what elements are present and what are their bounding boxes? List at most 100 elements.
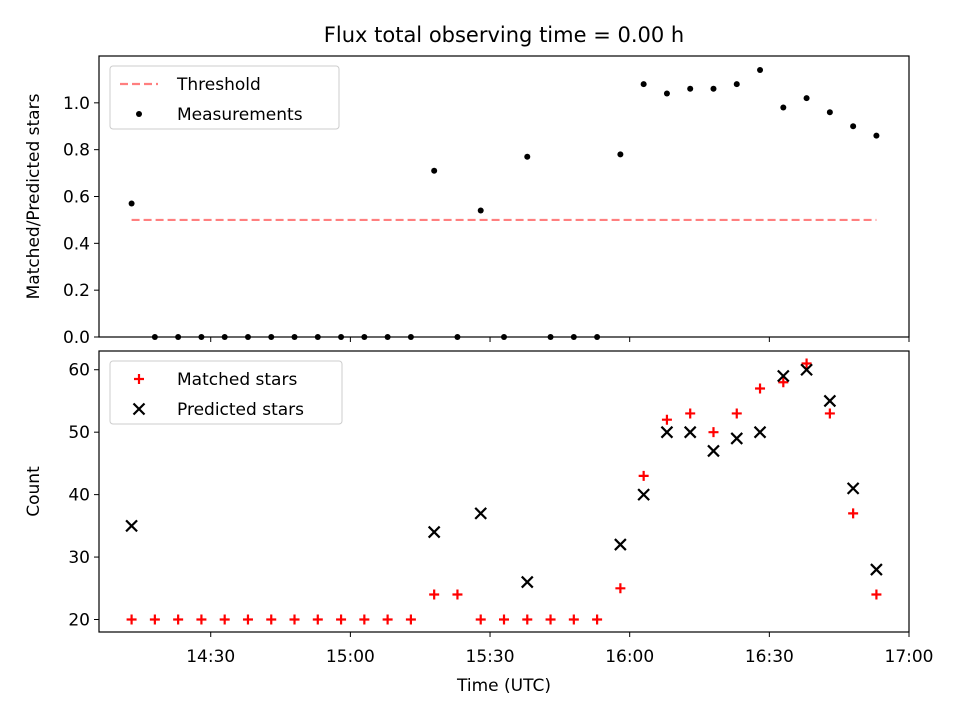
axes-frame <box>98 55 910 338</box>
predicted-star-point <box>730 432 744 445</box>
x-tick-label: 15:00 <box>326 647 375 667</box>
y-tick-label: 0.0 <box>63 328 90 348</box>
matched-star-point <box>429 589 440 600</box>
predicted-star-point <box>800 363 813 377</box>
chart-title: Flux total observing time = 0.00 h <box>324 23 684 47</box>
top-panel-ratio: 0.0 0.2 0.4 0.6 0.8 1.0 Matched/Predicted star… <box>24 55 910 348</box>
y-tick-label: 0.8 <box>63 141 90 161</box>
measurement-point <box>617 151 624 158</box>
predicted-star-point <box>870 563 883 576</box>
y-tick-label: 50 <box>68 423 90 443</box>
y-tick-label: 30 <box>68 548 90 568</box>
matched-star-point <box>615 583 626 594</box>
predicted-star-point <box>846 482 860 495</box>
matched-star-point <box>522 614 533 625</box>
matched-star-point <box>359 614 370 625</box>
measurement-point <box>477 207 484 214</box>
y-tick-label: 0.2 <box>63 281 90 301</box>
matched-star-point <box>242 614 253 625</box>
measurement-point <box>710 85 717 92</box>
measurement-point <box>640 81 647 88</box>
x-tick-label: 16:30 <box>745 647 794 667</box>
predicted-star-point <box>125 519 138 533</box>
matched-star-point <box>126 614 137 625</box>
x-tick-label: 15:30 <box>466 647 515 667</box>
predicted-star-point <box>427 525 441 539</box>
legend: Matched stars Predicted stars <box>109 360 343 425</box>
predicted-star-point <box>637 488 650 501</box>
matched-star-point <box>196 614 207 625</box>
y-tick-label: 20 <box>68 611 90 631</box>
predicted-star-point <box>683 425 697 439</box>
matched-star-point <box>219 614 230 625</box>
legend-predicted-handle <box>132 402 146 416</box>
measurement-point <box>757 67 764 74</box>
x-tick-label: 17:00 <box>885 647 934 667</box>
x-tick-label: 16:00 <box>605 647 654 667</box>
matched-star-point <box>708 427 719 438</box>
legend-label: Predicted stars <box>177 400 304 420</box>
predicted-star-point <box>520 575 534 589</box>
predicted-star-point <box>777 369 790 383</box>
y-tick-label: 1.0 <box>63 94 90 114</box>
bottom-panel-count: 20 30 40 50 60 14:30 15:00 15:30 16:00 16:30 17:00… <box>24 350 934 667</box>
matched-star-point <box>871 589 882 600</box>
measurement-point <box>431 167 438 174</box>
measurement-point <box>780 104 787 111</box>
predicted-star-point <box>474 507 488 520</box>
matched-star-point <box>661 414 672 425</box>
y-axis-label: Matched/Predicted stars <box>24 93 44 299</box>
matched-star-point <box>824 408 835 419</box>
matched-star-point <box>731 408 742 419</box>
legend: Threshold Measurements <box>109 65 340 130</box>
matched-star-point <box>289 614 300 625</box>
matched-star-point <box>568 614 579 625</box>
matched-star-point <box>149 614 160 625</box>
predicted-star-point <box>660 425 674 439</box>
y-axis-label: Count <box>24 466 44 517</box>
matched-star-point <box>452 589 463 600</box>
matched-star-point <box>778 377 789 388</box>
matched-star-point <box>173 614 184 625</box>
matched-star-point <box>685 408 696 419</box>
predicted-star-point <box>823 394 837 408</box>
legend-label: Threshold <box>176 75 261 95</box>
matched-star-point <box>801 358 812 369</box>
predicted-star-point <box>753 425 767 439</box>
legend-label: Matched stars <box>177 370 297 390</box>
matched-star-point <box>336 614 347 625</box>
y-tick-label: 60 <box>68 361 90 381</box>
measurement-point <box>826 109 833 116</box>
matched-star-point <box>848 508 859 519</box>
matched-star-point <box>638 470 649 481</box>
legend-box <box>109 65 340 130</box>
measurement-point <box>128 200 135 207</box>
axes-frame <box>98 350 910 633</box>
legend-measurement-handle <box>136 111 142 117</box>
measurement-point <box>663 90 670 97</box>
legend-box <box>109 360 343 425</box>
y-tick-label: 0.4 <box>63 234 90 254</box>
matched-star-point <box>545 614 556 625</box>
measurement-point <box>850 123 857 130</box>
measurement-point <box>803 95 810 102</box>
predicted-star-point <box>707 444 720 458</box>
measurement-point <box>733 81 740 88</box>
matched-star-point <box>266 614 277 625</box>
legend-label: Measurements <box>177 105 303 125</box>
matched-star-point <box>382 614 393 625</box>
x-tick-label: 14:30 <box>186 647 235 667</box>
measurement-point <box>524 153 531 160</box>
matched-star-point <box>499 614 509 625</box>
y-tick-label: 0.6 <box>63 188 90 208</box>
matched-star-point <box>405 614 416 625</box>
y-tick-label: 40 <box>68 486 90 506</box>
measurement-point <box>687 85 694 92</box>
legend-matched-handle <box>134 374 144 384</box>
x-axis-label: Time (UTC) <box>456 676 551 696</box>
matched-star-point <box>755 383 766 394</box>
matched-star-point <box>475 614 486 625</box>
measurement-point <box>873 132 880 139</box>
predicted-star-point <box>614 538 627 551</box>
